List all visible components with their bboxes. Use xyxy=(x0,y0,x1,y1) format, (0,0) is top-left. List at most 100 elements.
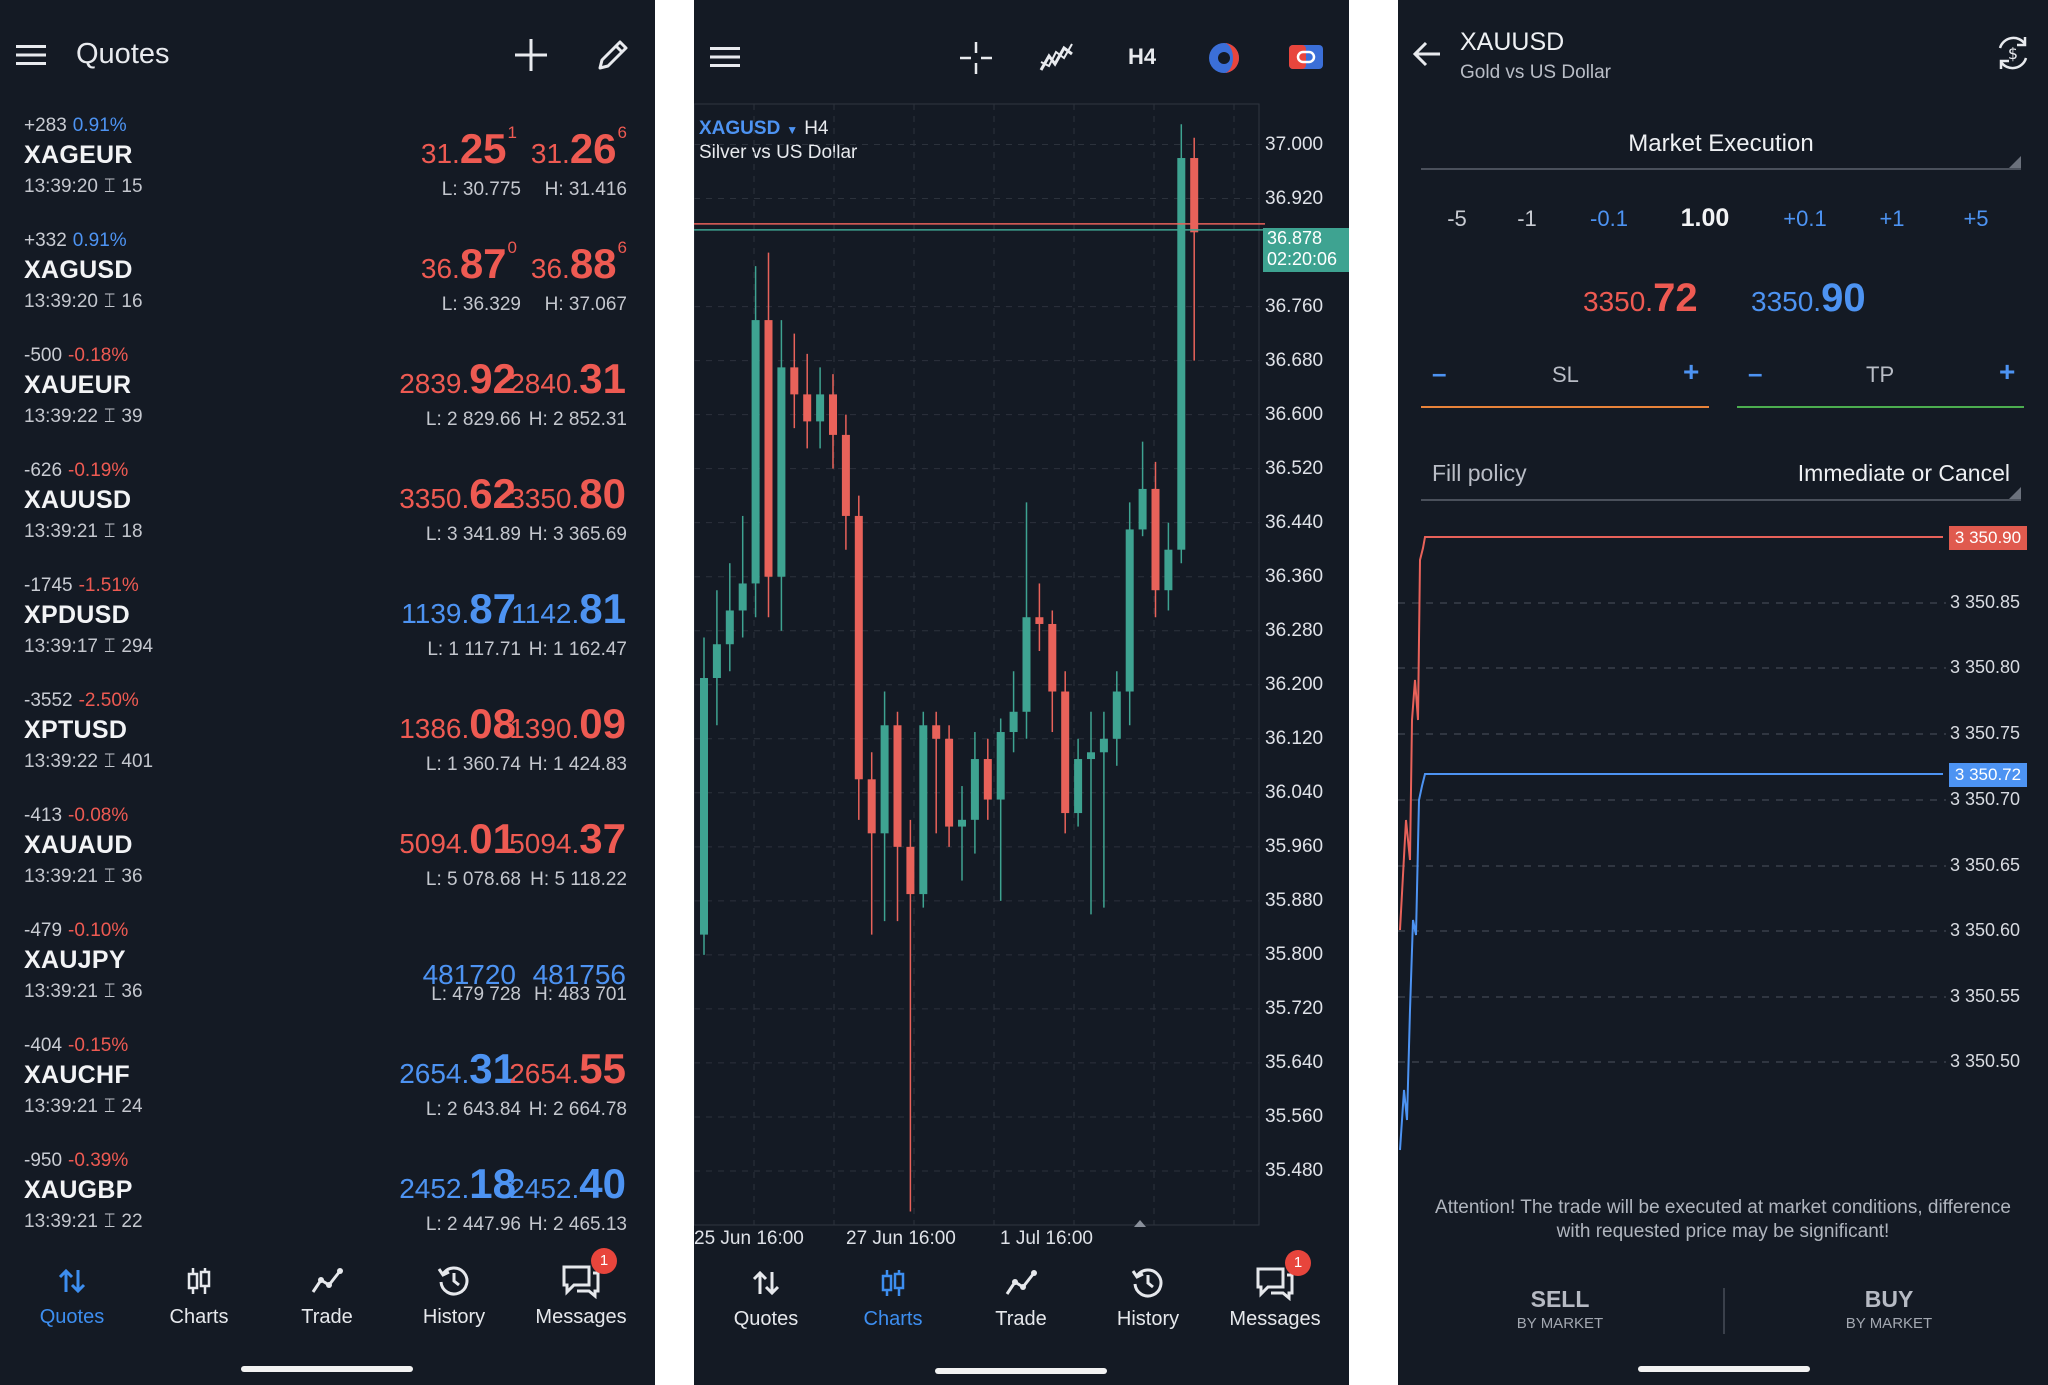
volume-step-button[interactable]: +5 xyxy=(1963,206,1989,231)
candle-body xyxy=(1190,158,1199,233)
candle-body xyxy=(867,779,876,834)
quote-high: H: 483 701 xyxy=(534,984,627,1005)
price-tick-label: 37.000 xyxy=(1265,133,1324,155)
color-theme-icon[interactable] xyxy=(1206,40,1242,76)
volume-step-button[interactable]: +1 xyxy=(1879,206,1905,231)
nav-messages[interactable]: Messages 1 xyxy=(1215,1250,1335,1331)
chart-shift-marker[interactable] xyxy=(1134,1220,1146,1227)
candle-body xyxy=(738,583,747,611)
quote-row[interactable]: +283 0.91% XAGEUR 13:39:20 ⌶ 15 31.251 31.266 L:… xyxy=(0,113,655,228)
candle-body xyxy=(880,725,889,834)
tick-price-label: 3 350.70 xyxy=(1950,789,2021,809)
volume-value[interactable]: 1.00 xyxy=(1680,204,1730,232)
messages-badge: 1 xyxy=(1285,1250,1311,1276)
one-click-trading-icon[interactable] xyxy=(1288,42,1324,72)
fill-policy-label: Fill policy xyxy=(1432,460,1527,486)
quote-bid-main: 2452. xyxy=(399,1173,470,1204)
edit-pencil-icon[interactable] xyxy=(596,38,630,72)
nav-history[interactable]: History xyxy=(394,1262,514,1329)
chart-symbol-dropdown-icon[interactable]: ▼ xyxy=(786,123,799,137)
sl-label[interactable]: SL xyxy=(1552,362,1579,387)
quote-row[interactable]: -413 -0.08% XAUAUD 13:39:21 ⌶ 36 5094.01 5094.3… xyxy=(0,803,655,918)
quote-row[interactable]: -404 -0.15% XAUCHF 13:39:21 ⌶ 24 2654.31 2654.5… xyxy=(0,1033,655,1148)
candlestick-chart[interactable] xyxy=(694,0,1349,1250)
quote-change: -404 -0.15% xyxy=(24,1035,128,1057)
nav-history[interactable]: History xyxy=(1088,1264,1208,1331)
quotes-screen: Quotes +283 0.91% XAGEUR 13:39:20 ⌶ 15 31.251 3… xyxy=(0,0,655,1385)
quotes-arrows-icon xyxy=(58,1268,86,1294)
execution-type-select[interactable]: Market Execution xyxy=(1421,130,2021,158)
bottom-navigation: Quotes Charts Trade History Messages 1 xyxy=(694,1250,1349,1344)
tp-decrease-button[interactable]: – xyxy=(1748,358,1763,388)
timeframe-button[interactable]: H4 xyxy=(1128,44,1157,69)
chart-timeframe-label: H4 xyxy=(804,118,829,139)
quote-row[interactable]: -3552 -2.50% XPTUSD 13:39:22 ⌶ 401 1386.08 1390… xyxy=(0,688,655,803)
change-symbol-icon[interactable]: $ xyxy=(1994,34,2032,72)
quote-spread: 22 xyxy=(121,1211,143,1232)
quote-bid: 36.870 xyxy=(421,238,517,288)
candle-body xyxy=(996,732,1005,800)
nav-trade[interactable]: Trade xyxy=(961,1264,1081,1331)
quote-bid-pips: 92 xyxy=(469,355,516,402)
volume-step-button[interactable]: -5 xyxy=(1447,206,1467,231)
sl-increase-button[interactable]: + xyxy=(1683,356,1700,387)
sell-by-market-button[interactable]: SELL BY MARKET xyxy=(1460,1286,1660,1332)
quote-change-points: -500 xyxy=(24,345,63,366)
tp-increase-button[interactable]: + xyxy=(1999,356,2016,387)
quote-timestamp: 13:39:20 xyxy=(24,176,98,197)
candle-body xyxy=(816,394,825,422)
quote-timestamp: 13:39:21 xyxy=(24,866,98,887)
menu-icon[interactable] xyxy=(710,46,740,68)
nav-quotes[interactable]: Quotes xyxy=(706,1264,826,1331)
quote-change-points: -404 xyxy=(24,1035,63,1056)
crosshair-icon[interactable] xyxy=(958,40,994,76)
nav-trade[interactable]: Trade xyxy=(267,1262,387,1329)
quote-bid-main: 3350. xyxy=(399,483,470,514)
quote-row[interactable]: -950 -0.39% XAUGBP 13:39:21 ⌶ 22 2452.18 2452.4… xyxy=(0,1148,655,1263)
quote-high: H: 31.416 xyxy=(544,179,627,200)
quote-ask: 2840.31 xyxy=(509,355,627,403)
quote-change-percent: -2.50% xyxy=(78,690,139,711)
chart-symbol-name: XAGUSD xyxy=(699,118,781,139)
quote-row[interactable]: +332 0.91% XAGUSD 13:39:20 ⌶ 16 36.870 36.886 L:… xyxy=(0,228,655,343)
quote-row[interactable]: -626 -0.19% XAUUSD 13:39:21 ⌶ 18 3350.62 3350.8… xyxy=(0,458,655,573)
candle-body xyxy=(906,846,915,895)
quote-bid: 5094.01 xyxy=(399,815,517,863)
nav-charts[interactable]: Charts xyxy=(833,1264,953,1331)
quote-change-percent: -0.18% xyxy=(68,345,129,366)
quote-change-percent: -0.15% xyxy=(68,1035,129,1056)
quote-change-points: -950 xyxy=(24,1150,63,1171)
quote-bid-pips: 87 xyxy=(459,240,507,287)
tick-chart xyxy=(1398,536,1946,1151)
menu-icon[interactable] xyxy=(16,44,46,66)
quote-high: H: 5 118.22 xyxy=(530,869,627,890)
quote-row[interactable]: -479 -0.10% XAUJPY 13:39:21 ⌶ 36 481720 481756 L… xyxy=(0,918,655,1033)
tp-label[interactable]: TP xyxy=(1866,362,1895,387)
quote-change: -413 -0.08% xyxy=(24,805,128,827)
volume-step-button[interactable]: +0.1 xyxy=(1783,206,1827,231)
volume-step-button[interactable]: -0.1 xyxy=(1590,206,1628,231)
quote-symbol: XAGEUR xyxy=(24,141,133,169)
indicators-icon[interactable] xyxy=(1038,40,1076,76)
quote-bid: 2839.92 xyxy=(399,355,517,403)
quote-row[interactable]: -1745 -1.51% XPDUSD 13:39:17 ⌶ 294 1139.87 1142… xyxy=(0,573,655,688)
sl-decrease-button[interactable]: – xyxy=(1432,358,1447,388)
add-icon[interactable] xyxy=(514,38,548,72)
sell-price-pips: 72 xyxy=(1653,276,1698,320)
quote-spread: 294 xyxy=(121,636,154,657)
candle-body xyxy=(1022,617,1031,712)
quote-timestamp: 13:39:17 xyxy=(24,636,98,657)
spread-icon: ⌶ xyxy=(103,521,116,542)
volume-step-button[interactable]: -1 xyxy=(1517,206,1537,231)
nav-quotes[interactable]: Quotes xyxy=(12,1262,132,1329)
quote-bid-main: 481720 xyxy=(422,959,516,990)
nav-messages[interactable]: Messages 1 xyxy=(521,1248,641,1329)
quote-ask-pips: 55 xyxy=(579,1045,626,1092)
back-arrow-icon[interactable] xyxy=(1412,40,1442,68)
fill-policy-select[interactable]: Immediate or Cancel xyxy=(1797,460,2010,486)
quote-ask-pips: 40 xyxy=(579,1160,626,1207)
buy-by-market-button[interactable]: BUY BY MARKET xyxy=(1789,1286,1989,1332)
quote-row[interactable]: -500 -0.18% XAUEUR 13:39:22 ⌶ 39 2839.92 2840.3… xyxy=(0,343,655,458)
quote-time: 13:39:21 ⌶ 22 xyxy=(24,1211,143,1233)
nav-charts[interactable]: Charts xyxy=(139,1262,259,1329)
